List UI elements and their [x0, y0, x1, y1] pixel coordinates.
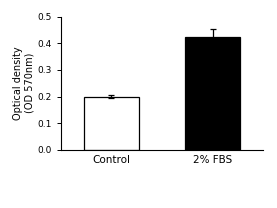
Y-axis label: Optical density
(OD 570nm): Optical density (OD 570nm)	[13, 46, 35, 120]
Bar	[84, 97, 139, 150]
Bar	[185, 37, 240, 150]
